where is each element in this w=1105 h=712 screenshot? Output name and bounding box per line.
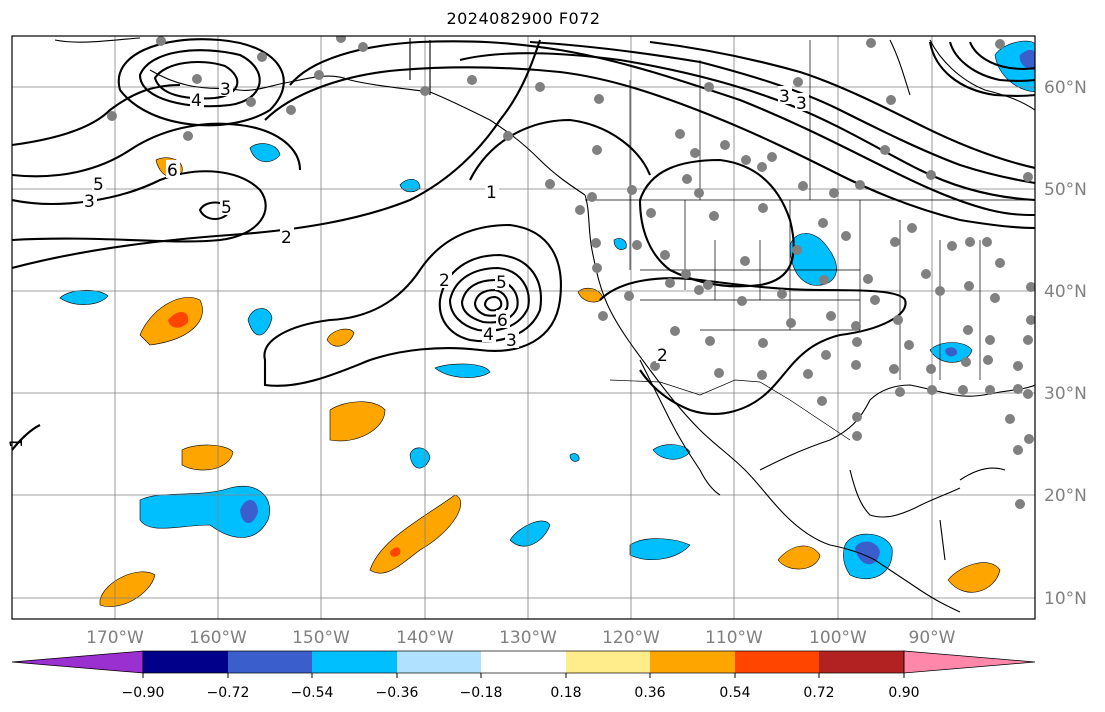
negative-patch (613, 238, 627, 250)
contour-label: 4 (483, 325, 494, 345)
colorbar-tick: −0.72 (207, 685, 250, 701)
lon-label: 150°W (292, 628, 350, 648)
colorbar-high-extend (903, 650, 1036, 674)
colorbar-segment (228, 651, 313, 673)
positive-patch (577, 287, 604, 303)
colorbar-segment (566, 651, 651, 673)
positive-patch-core (390, 547, 401, 557)
map-title: 2024082900 F072 (446, 9, 601, 28)
positive-patch (326, 328, 355, 347)
contours (12, 38, 1035, 451)
negative-patch-core (1019, 49, 1035, 70)
positive-patch (329, 401, 386, 442)
lat-label: 10°N (1044, 589, 1087, 609)
colorbar-segment (735, 651, 820, 673)
contour-label: 6 (167, 161, 178, 181)
lat-label: 50°N (1044, 180, 1087, 200)
contour-label: 3 (84, 192, 95, 212)
contour-label: 4 (191, 91, 202, 111)
negative-patch-core (240, 500, 258, 523)
contour-label: 6 (497, 311, 508, 331)
colorbar-tick: 0.18 (550, 685, 581, 701)
negative-patch (569, 453, 580, 462)
colorbar-tick: 0.90 (888, 685, 919, 701)
longitude-labels: 170°W 160°W 150°W 140°W 130°W 120°W 110°… (86, 628, 956, 648)
negative-patch (789, 233, 837, 286)
positive-patch (181, 444, 234, 471)
contour-label: 3 (506, 331, 517, 351)
colorbar-tick: −0.90 (122, 685, 165, 701)
lon-label: 140°W (396, 628, 454, 648)
lat-label: 20°N (1044, 486, 1087, 506)
colorbar-segment (819, 651, 904, 673)
negative-patch-core (855, 541, 880, 565)
contour-label: 2 (281, 228, 292, 248)
positive-patch (947, 562, 1001, 593)
positive-patch (777, 545, 821, 570)
colorbar-tick: −0.36 (376, 685, 419, 701)
colorbar-tick: −0.54 (291, 685, 334, 701)
contour-label: 3 (220, 80, 231, 100)
lon-label: 100°W (809, 628, 867, 648)
contour-label: 2 (657, 346, 668, 366)
colorbar-tick: 0.54 (719, 685, 750, 701)
colorbar-segment (312, 651, 397, 673)
contour-label: 5 (496, 273, 507, 293)
contour-label: 3 (779, 87, 790, 107)
negative-patch (652, 444, 691, 460)
negative-patch (409, 447, 431, 469)
colorbar-segment (650, 651, 735, 673)
contour-label: 1 (7, 437, 27, 448)
contour-labels: 3 4 6 5 3 5 2 1 2 5 6 4 3 2 1 3 3 (7, 78, 809, 448)
lon-label: 110°W (705, 628, 763, 648)
lat-label: 60°N (1044, 78, 1087, 98)
negative-patch (434, 363, 491, 378)
lat-label: 40°N (1044, 282, 1087, 302)
negative-patch (509, 520, 551, 547)
contour-label: 5 (221, 198, 232, 218)
latitude-labels: 60°N 50°N 40°N 30°N 20°N 10°N (1044, 78, 1087, 609)
colorbar-tick: 0.36 (634, 685, 665, 701)
positive-patch (369, 494, 461, 574)
negative-patch-core (945, 347, 958, 357)
positive-patch (99, 571, 156, 607)
colorbar-segment (481, 651, 566, 673)
lon-label: 120°W (602, 628, 660, 648)
negative-patch (249, 143, 281, 162)
colorbar-low-extend (11, 650, 144, 674)
station-dots (107, 36, 1035, 509)
negative-patch (629, 538, 691, 561)
positive-patch-core (168, 311, 189, 328)
colorbar-segment (397, 651, 482, 673)
lat-label: 30°N (1044, 384, 1087, 404)
contour-label: 5 (93, 175, 104, 195)
lon-label: 130°W (499, 628, 557, 648)
colorbar-segment (143, 651, 228, 673)
colorbar: −0.90 −0.72 −0.54 −0.36 −0.18 0.18 0.36 … (11, 650, 1036, 701)
map-frame (11, 35, 1036, 620)
colorbar-tick: 0.72 (803, 685, 834, 701)
contour-label: 3 (796, 94, 807, 114)
lon-label: 160°W (189, 628, 247, 648)
negative-patch (247, 308, 273, 336)
colorbar-tick: −0.18 (460, 685, 503, 701)
contour-label: 1 (486, 183, 497, 203)
negative-patch (399, 179, 421, 193)
lon-label: 90°W (909, 628, 956, 648)
negative-patch (59, 289, 109, 305)
contour-label: 2 (439, 271, 450, 291)
lon-label: 170°W (86, 628, 144, 648)
negative-patch (139, 486, 270, 538)
